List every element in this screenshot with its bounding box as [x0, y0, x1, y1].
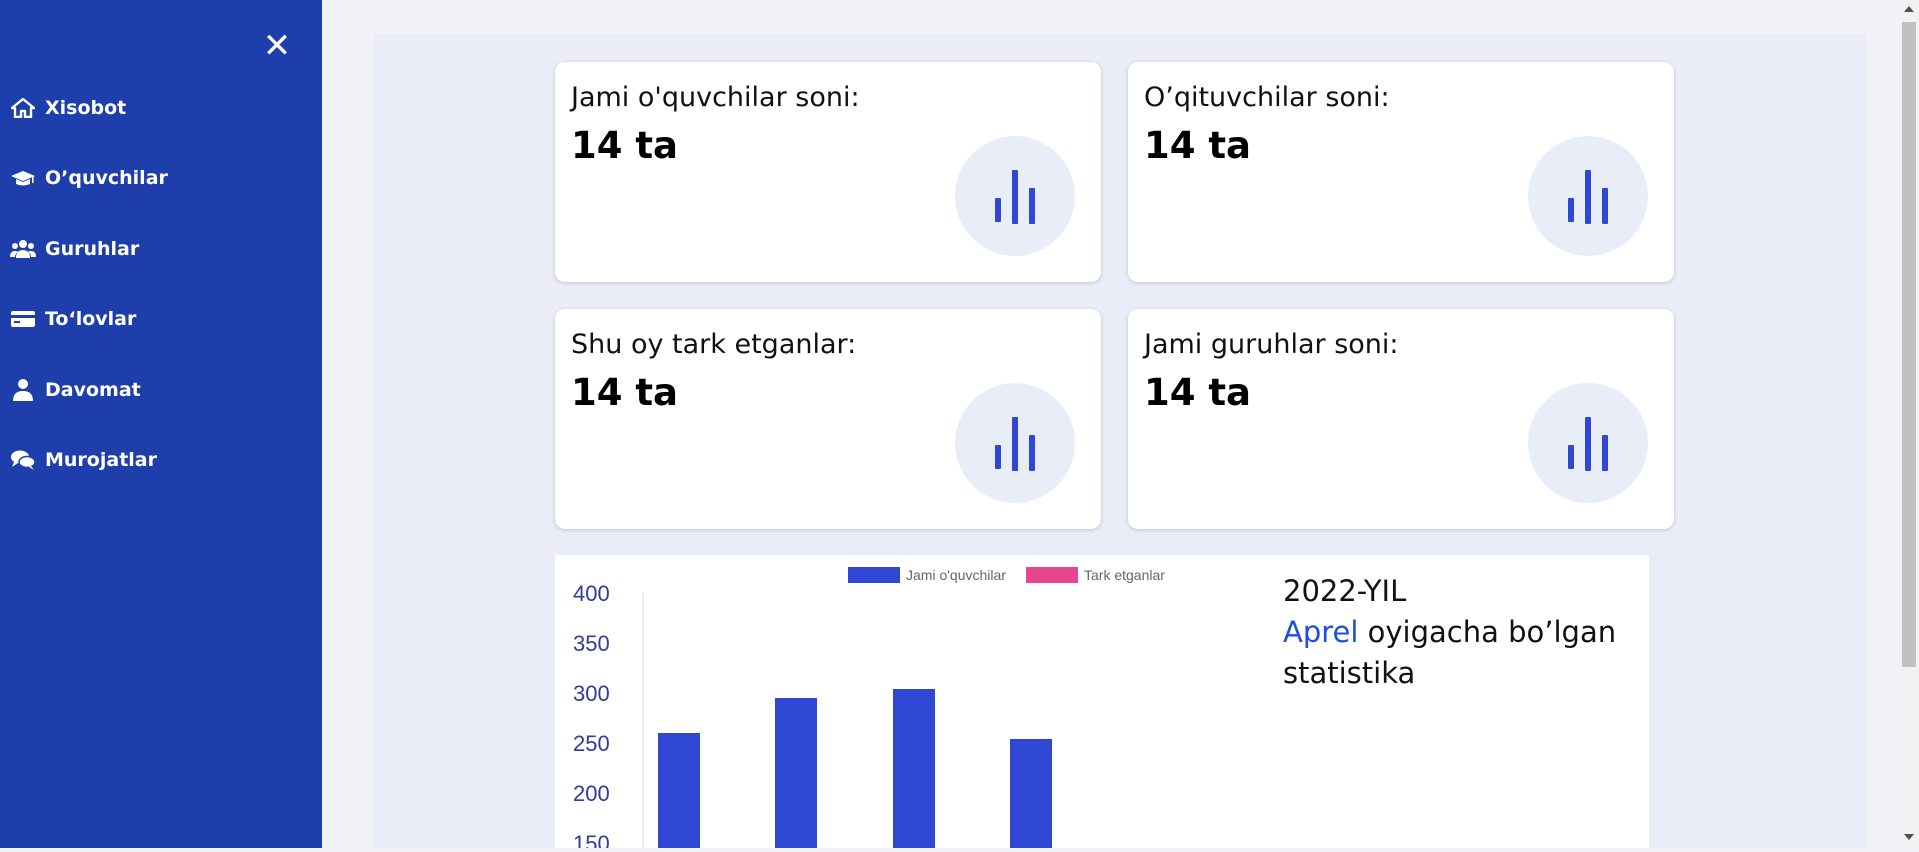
stats-line2: Aprel oyigacha bo’lgan — [1283, 612, 1616, 653]
y-tick-label: 400 — [573, 581, 610, 606]
credit-card-icon — [10, 307, 36, 331]
statistics-caption: 2022-YIL Aprel oyigacha bo’lgan statisti… — [1283, 571, 1616, 694]
bar-chart-icon — [1528, 383, 1648, 503]
chart-bar — [1010, 739, 1052, 848]
scroll-up-arrow-icon[interactable] — [1904, 6, 1914, 12]
card-title: Jami o'quvchilar soni: — [571, 82, 860, 113]
stat-card-students: Jami o'quvchilar soni: 14 ta — [555, 62, 1101, 282]
sidebar: ✕ Xisobot O’quvchilar Guruhlar To‘lovlar… — [0, 0, 322, 848]
legend-swatch — [848, 567, 900, 583]
sidebar-item-label: O’quvchilar — [45, 167, 168, 189]
close-icon[interactable]: ✕ — [262, 26, 292, 66]
sidebar-item-label: To‘lovlar — [45, 308, 137, 330]
students-chart: Jami o'quvchilar Tark etganlar 400 350 300 25… — [573, 567, 1165, 852]
legend-label: Tark etganlar — [1084, 567, 1165, 583]
y-tick-label: 300 — [573, 681, 610, 706]
sidebar-item-tolovlar[interactable]: To‘lovlar — [0, 299, 322, 339]
sidebar-item-oquvchilar[interactable]: O’quvchilar — [0, 158, 322, 198]
bar-chart-icon — [955, 136, 1075, 256]
y-tick-label: 200 — [573, 781, 610, 806]
y-tick-label: 250 — [573, 731, 610, 756]
user-icon — [10, 378, 36, 402]
chart-bar — [658, 733, 700, 848]
stat-card-teachers: O’qituvchilar soni: 14 ta — [1128, 62, 1674, 282]
legend-swatch — [1026, 567, 1078, 583]
comments-icon — [10, 448, 36, 472]
stats-month: Aprel — [1283, 615, 1359, 649]
sidebar-item-xisobot[interactable]: Xisobot — [0, 88, 322, 128]
card-title: Jami guruhlar soni: — [1144, 329, 1399, 360]
chart-bar — [893, 689, 935, 848]
scroll-down-arrow-icon[interactable] — [1904, 834, 1914, 840]
card-title: O’qituvchilar soni: — [1144, 82, 1390, 113]
stats-year: 2022-YIL — [1283, 574, 1407, 608]
card-value: 14 ta — [1144, 124, 1252, 167]
y-tick-label: 350 — [573, 631, 610, 656]
sidebar-item-label: Guruhlar — [45, 238, 140, 260]
card-value: 14 ta — [571, 371, 679, 414]
sidebar-item-label: Murojatlar — [45, 449, 157, 471]
graduation-cap-icon — [10, 166, 36, 190]
chart-panel: Jami o'quvchilar Tark etganlar 400 350 300 25… — [555, 555, 1649, 852]
stats-rest: oyigacha bo’lgan — [1358, 615, 1617, 649]
sidebar-item-murojatlar[interactable]: Murojatlar — [0, 440, 322, 480]
sidebar-item-guruhlar[interactable]: Guruhlar — [0, 229, 322, 269]
sidebar-item-label: Davomat — [45, 379, 141, 401]
bar-chart-icon — [1528, 136, 1648, 256]
y-tick-label: 150 — [573, 831, 610, 848]
stat-card-left-this-month: Shu oy tark etganlar: 14 ta — [555, 309, 1101, 529]
chart-bar — [775, 698, 817, 848]
scroll-thumb[interactable] — [1902, 22, 1916, 667]
stat-card-groups: Jami guruhlar soni: 14 ta — [1128, 309, 1674, 529]
bar-chart-icon — [955, 383, 1075, 503]
card-title: Shu oy tark etganlar: — [571, 329, 857, 360]
card-value: 14 ta — [1144, 371, 1252, 414]
legend-label: Jami o'quvchilar — [906, 567, 1006, 583]
scrollbar[interactable] — [1899, 0, 1919, 848]
card-value: 14 ta — [571, 124, 679, 167]
stats-line3: statistika — [1283, 656, 1416, 690]
sidebar-item-davomat[interactable]: Davomat — [0, 370, 322, 410]
home-icon — [10, 96, 36, 120]
users-icon — [10, 237, 36, 261]
sidebar-item-label: Xisobot — [45, 97, 127, 119]
